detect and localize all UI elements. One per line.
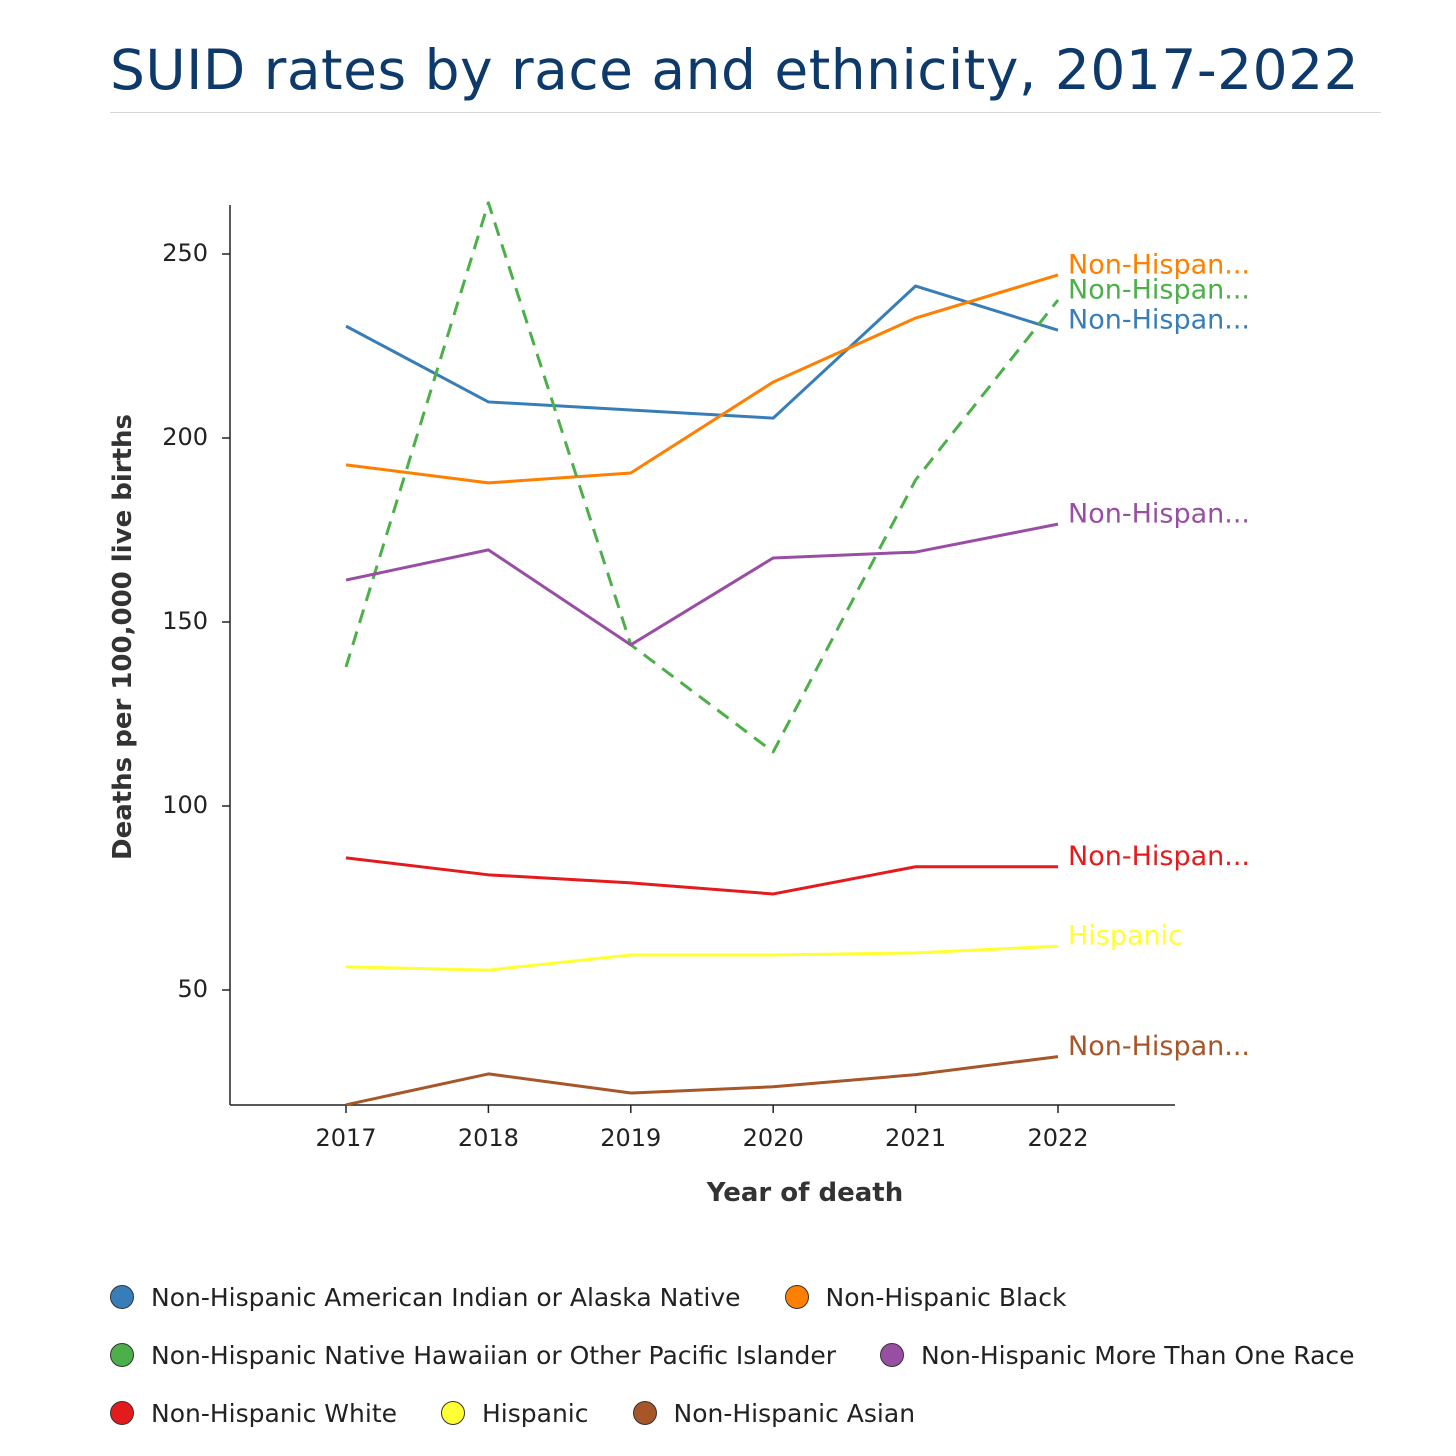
series-line-4 [345,856,1058,896]
x-axis-label: Year of death [706,1178,903,1208]
legend-item[interactable]: Hispanic [441,1399,589,1428]
series-end-label: Non-Hispan... [1068,275,1250,306]
legend-swatch-icon [784,1285,809,1309]
y-tick-label: 250 [162,239,208,267]
series-end-label: Non-Hispan... [1068,1031,1250,1062]
legend-row: Non-Hispanic White Hispanic Non-Hispanic A… [110,1384,1399,1442]
y-tick-label: 200 [162,423,208,451]
legend-label: Non-Hispanic More Than One Race [920,1340,1355,1370]
series-end-label: Hispanic [1068,921,1183,952]
legend-swatch-icon [632,1401,657,1425]
legend-item[interactable]: Non-Hispanic Black [784,1282,1067,1312]
chart-title: SUID rates by race and ethnicity, 2017-2… [110,38,1360,102]
legend-swatch-icon [110,1343,134,1367]
x-tick-label: 2021 [885,1124,946,1152]
legend-label: Non-Hispanic American Indian or Alaska N… [151,1282,741,1312]
title-divider [110,112,1381,113]
legend-item[interactable]: Non-Hispanic American Indian or Alaska N… [110,1283,741,1312]
x-tick-label: 2018 [458,1124,519,1152]
series-line-0 [345,284,1059,420]
legend-label: Non-Hispanic Black [825,1282,1067,1312]
legend-label: Non-Hispanic Native Hawaiian or Other Pa… [151,1340,836,1370]
x-tick-label: 2022 [1027,1124,1088,1152]
legend-item[interactable]: Non-Hispanic White [110,1399,397,1428]
series-end-label: Non-Hispan... [1068,249,1250,280]
series-end-label: Non-Hispan... [1068,841,1250,872]
legend-label: Hispanic [482,1398,589,1428]
legend-label: Non-Hispanic Asian [673,1398,916,1428]
series-line-1 [345,273,1059,485]
legend-label: Non-Hispanic White [151,1398,397,1428]
legend-swatch-icon [879,1343,904,1367]
legend-swatch-icon [110,1285,134,1309]
legend-row: Non-Hispanic Native Hawaiian or Other Pa… [110,1326,1399,1384]
legend-item[interactable]: Non-Hispanic More Than One Race [879,1340,1355,1370]
legend: Non-Hispanic American Indian or Alaska N… [110,1268,1399,1442]
x-tick-label: 2017 [315,1124,376,1152]
y-tick-label: 150 [162,607,208,635]
series-line-6 [345,1055,1059,1107]
legend-item[interactable]: Non-Hispanic Asian [632,1398,916,1428]
series-end-label: Non-Hispan... [1068,305,1250,336]
y-axis-label: Deaths per 100,000 live births [108,414,138,860]
series-line-5 [345,944,1059,972]
series-end-label: Non-Hispan... [1068,499,1250,530]
x-tick-label: 2020 [743,1124,804,1152]
legend-swatch-icon [110,1401,134,1425]
legend-swatch-icon [441,1401,465,1425]
legend-row: Non-Hispanic American Indian or Alaska N… [110,1268,1399,1326]
series-line-3 [345,522,1059,647]
legend-item[interactable]: Non-Hispanic Native Hawaiian or Other Pa… [110,1341,836,1370]
y-tick-label: 50 [177,975,208,1003]
y-tick-label: 100 [162,791,208,819]
x-tick-label: 2019 [600,1124,661,1152]
series-line-2 [344,201,1060,754]
